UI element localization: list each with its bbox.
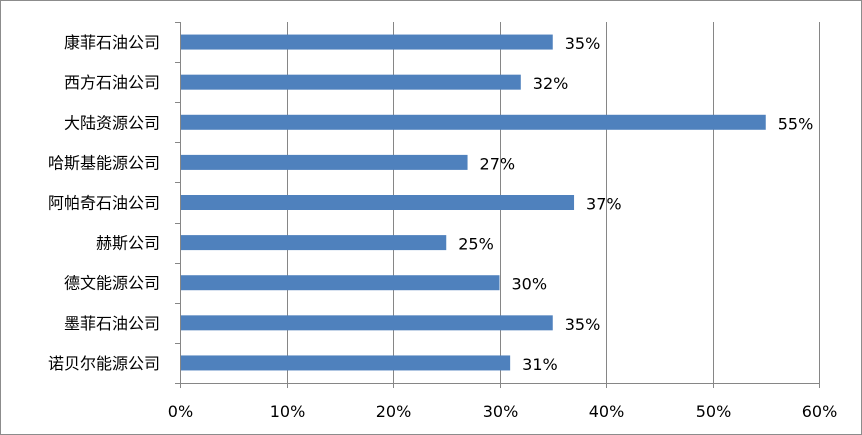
data-label: 37% — [586, 195, 622, 214]
bar — [181, 74, 521, 90]
x-tick-label: 20% — [376, 402, 412, 421]
category-label: 诺贝尔能源公司 — [48, 354, 160, 373]
data-label: 31% — [522, 355, 558, 374]
x-tick-label: 10% — [270, 402, 306, 421]
bar — [181, 355, 511, 371]
data-label: 55% — [778, 114, 814, 133]
x-tick-label: 0% — [168, 402, 193, 421]
data-label: 27% — [480, 154, 516, 173]
category-label: 西方石油公司 — [64, 73, 160, 92]
bar — [181, 235, 447, 251]
x-tick-label: 60% — [802, 402, 838, 421]
bar — [181, 154, 468, 170]
category-label: 赫斯公司 — [96, 234, 160, 253]
category-label: 大陆资源公司 — [64, 113, 160, 132]
data-label: 35% — [565, 315, 601, 334]
data-label: 32% — [533, 74, 569, 93]
category-label: 墨菲石油公司 — [64, 314, 160, 333]
bar — [181, 34, 553, 50]
category-label: 哈斯基能源公司 — [48, 153, 160, 172]
x-tick-label: 50% — [696, 402, 732, 421]
x-tick-label: 40% — [589, 402, 625, 421]
x-tick-label: 30% — [483, 402, 519, 421]
category-label: 阿帕奇石油公司 — [48, 194, 160, 213]
data-label: 30% — [512, 275, 548, 294]
category-label: 康菲石油公司 — [64, 33, 160, 52]
bar — [181, 275, 500, 291]
category-label: 德文能源公司 — [64, 274, 160, 293]
bar — [181, 315, 553, 331]
data-label: 35% — [565, 34, 601, 53]
data-label: 25% — [458, 235, 494, 254]
bar — [181, 195, 575, 210]
bar — [181, 114, 766, 130]
